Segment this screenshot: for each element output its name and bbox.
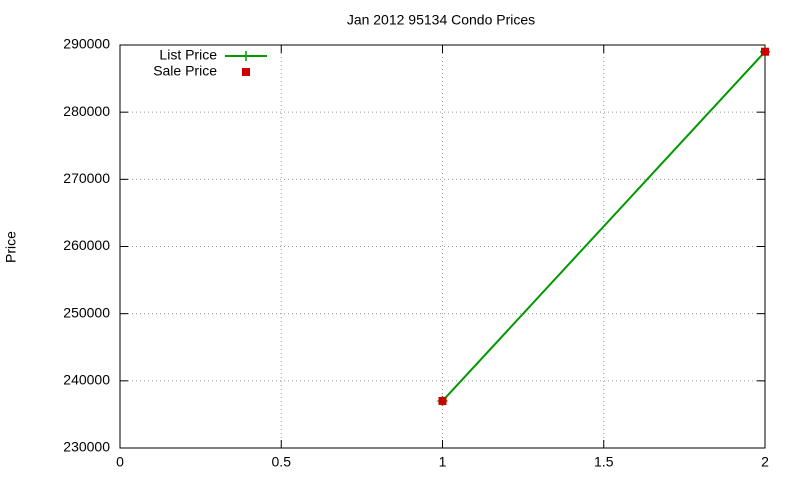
legend-label: Sale Price xyxy=(153,63,217,79)
marker xyxy=(438,396,447,405)
plot-frame xyxy=(119,44,766,449)
y-tick-label: 260000 xyxy=(63,237,110,253)
legend-marker xyxy=(242,68,250,76)
marker xyxy=(761,47,769,56)
x-tick-label: 2 xyxy=(761,454,769,470)
legend-marker xyxy=(241,51,251,61)
line xyxy=(441,51,766,402)
y-tick-label: 230000 xyxy=(63,439,110,455)
y-tick-label: 270000 xyxy=(63,170,110,186)
y-axis-label: Price xyxy=(3,231,19,263)
chart-title: Jan 2012 95134 Condo Prices xyxy=(347,12,535,28)
y-tick-label: 290000 xyxy=(63,36,110,52)
x-tick-label: 0 xyxy=(116,454,124,470)
x-tick-label: 0.5 xyxy=(272,454,292,470)
legend-label: List Price xyxy=(159,47,217,63)
y-tick-label: 250000 xyxy=(63,304,110,320)
y-tick-label: 280000 xyxy=(63,103,110,119)
x-tick-label: 1.5 xyxy=(594,454,614,470)
y-tick-label: 240000 xyxy=(63,372,110,388)
x-tick-label: 1 xyxy=(439,454,447,470)
